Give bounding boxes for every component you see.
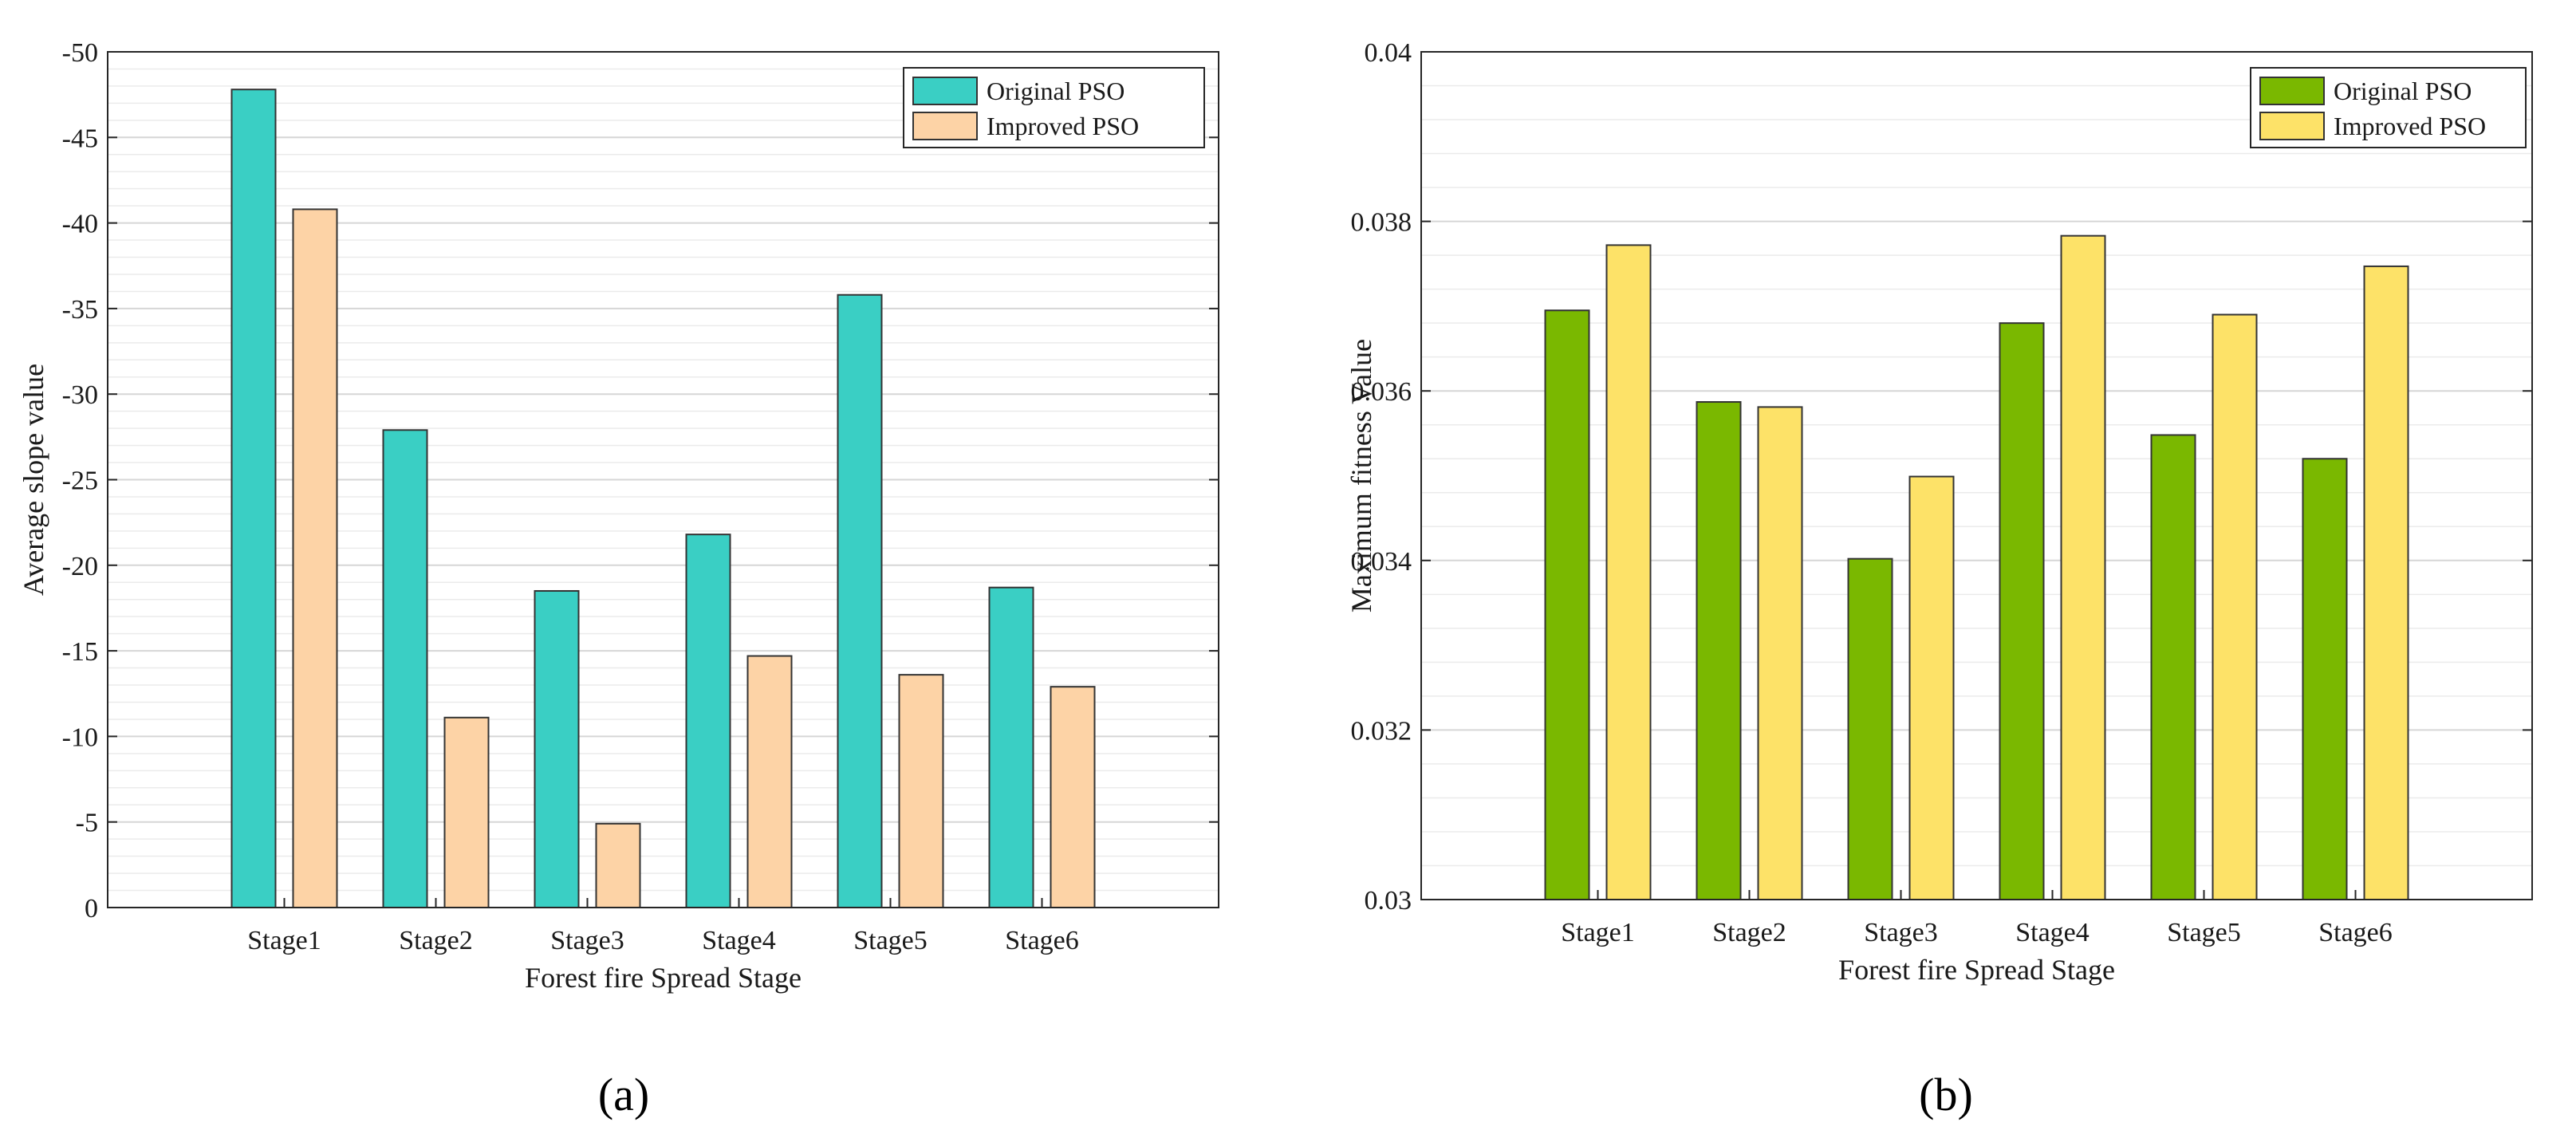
bar-improved-pso-stage1 [1605,244,1652,900]
y-tick-label: -35 [62,295,98,325]
bar-improved-pso-stage5 [898,674,944,908]
bar-original-pso-stage3 [1847,557,1893,900]
y-tick-label: -10 [62,723,98,752]
x-axis-label: Forest fire Spread Stage [1838,954,2115,986]
y-tick-label: 0.04 [1365,38,1412,68]
bar-original-pso-stage6 [988,586,1034,908]
bar-original-pso-stage4 [685,534,731,908]
bar-improved-pso-stage4 [2060,234,2106,900]
bar-improved-pso-stage6 [1050,686,1096,909]
y-tick-labels: 0 -5 -10 -15 -20 -25 -30 -35 -40 -45 -50 [62,38,1219,923]
bar-original-pso-stage1 [230,89,277,908]
x-tick-label: Stage4 [702,926,776,955]
legend-label-1: Improved PSO [2334,112,2486,140]
bar-original-pso-stage2 [382,429,428,908]
x-tick-label: Stage3 [550,926,624,955]
legend: Original PSO Improved PSO [903,67,1205,148]
x-tick-label: Stage1 [1561,918,1635,947]
panel-label: (b) [1919,1069,1973,1120]
bar-improved-pso-stage3 [1908,475,1955,900]
axes-box [1420,51,2533,900]
y-axis-label: Maximum fitness Value [1345,339,1377,612]
x-tick-label: Stage6 [1005,926,1079,955]
bar-original-pso-stage5 [2150,434,2196,900]
bar-original-pso-stage4 [1999,322,2045,901]
y-tick-label: 0.038 [1351,208,1412,238]
series-1 [292,208,1096,909]
x-tick-labels: Stage1 Stage2 Stage3 Stage4 Stage5 Stage6 [1561,890,2393,947]
y-tick-label: -5 [76,809,98,838]
y-axis-label: Average slope value [18,364,49,596]
x-tick-label: Stage1 [247,926,321,955]
legend-swatch-0 [912,77,978,105]
y-tick-labels: 0.03 0.032 0.034 0.036 0.038 0.04 [1351,38,2532,916]
legend-swatch-1 [2259,112,2325,140]
y-tick-label: 0.034 [1351,547,1412,577]
y-tick-label: -20 [62,552,98,581]
x-axis-label: Forest fire Spread Stage [525,962,802,994]
series-0 [230,89,1034,908]
x-tick-label: Stage3 [1864,918,1938,947]
bar-improved-pso-stage2 [1757,406,1803,901]
bar-original-pso-stage2 [1696,401,1742,901]
bar-original-pso-stage5 [837,293,883,908]
legend-label-0: Original PSO [2334,77,2472,105]
series-0 [1544,309,2348,901]
x-tick-label: Stage6 [2318,918,2393,947]
y-tick-label: 0.036 [1351,377,1412,407]
bar-original-pso-stage3 [534,589,580,908]
y-tick-label: 0.03 [1365,886,1412,916]
bar-improved-pso-stage2 [443,716,490,908]
y-tick-label: -40 [62,210,98,239]
legend-swatch-0 [2259,77,2325,105]
x-tick-label: Stage5 [2167,918,2241,947]
y-tick-label: -15 [62,637,98,667]
y-tick-label: 0 [85,894,98,923]
legend: Original PSO Improved PSO [2250,67,2527,148]
y-tick-label: -50 [62,38,98,68]
bar-improved-pso-stage6 [2363,265,2409,900]
bar-improved-pso-stage1 [292,208,338,908]
y-tick-label: -25 [62,467,98,496]
chart-panel-b: 0.03 0.032 0.034 0.036 0.038 0.04 Stage1 Stage2… [1345,38,2533,1120]
y-tick-label: -45 [62,124,98,153]
legend-swatch-1 [912,112,978,140]
y-tick-label: -30 [62,380,98,410]
bar-improved-pso-stage5 [2212,313,2258,900]
x-tick-label: Stage4 [2015,918,2090,947]
bar-improved-pso-stage3 [595,822,641,908]
legend-label-1: Improved PSO [987,112,1139,140]
y-tick-label: 0.032 [1351,716,1412,746]
panel-label: (a) [598,1069,649,1120]
bar-original-pso-stage6 [2302,458,2348,900]
x-tick-label: Stage5 [853,926,928,955]
x-tick-label: Stage2 [1712,918,1786,947]
series-1 [1605,234,2409,901]
bar-original-pso-stage1 [1544,309,1590,900]
x-tick-labels: Stage1 Stage2 Stage3 Stage4 Stage5 Stage6 [247,898,1079,955]
x-tick-label: Stage2 [399,926,473,955]
legend-label-0: Original PSO [987,77,1125,105]
bar-improved-pso-stage4 [746,655,793,909]
